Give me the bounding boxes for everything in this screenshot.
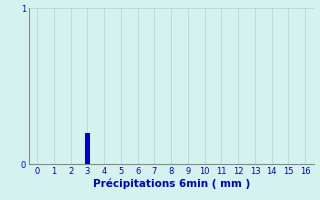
- Bar: [85, 133, 90, 164]
- X-axis label: Précipitations 6min ( mm ): Précipitations 6min ( mm ): [92, 179, 250, 189]
